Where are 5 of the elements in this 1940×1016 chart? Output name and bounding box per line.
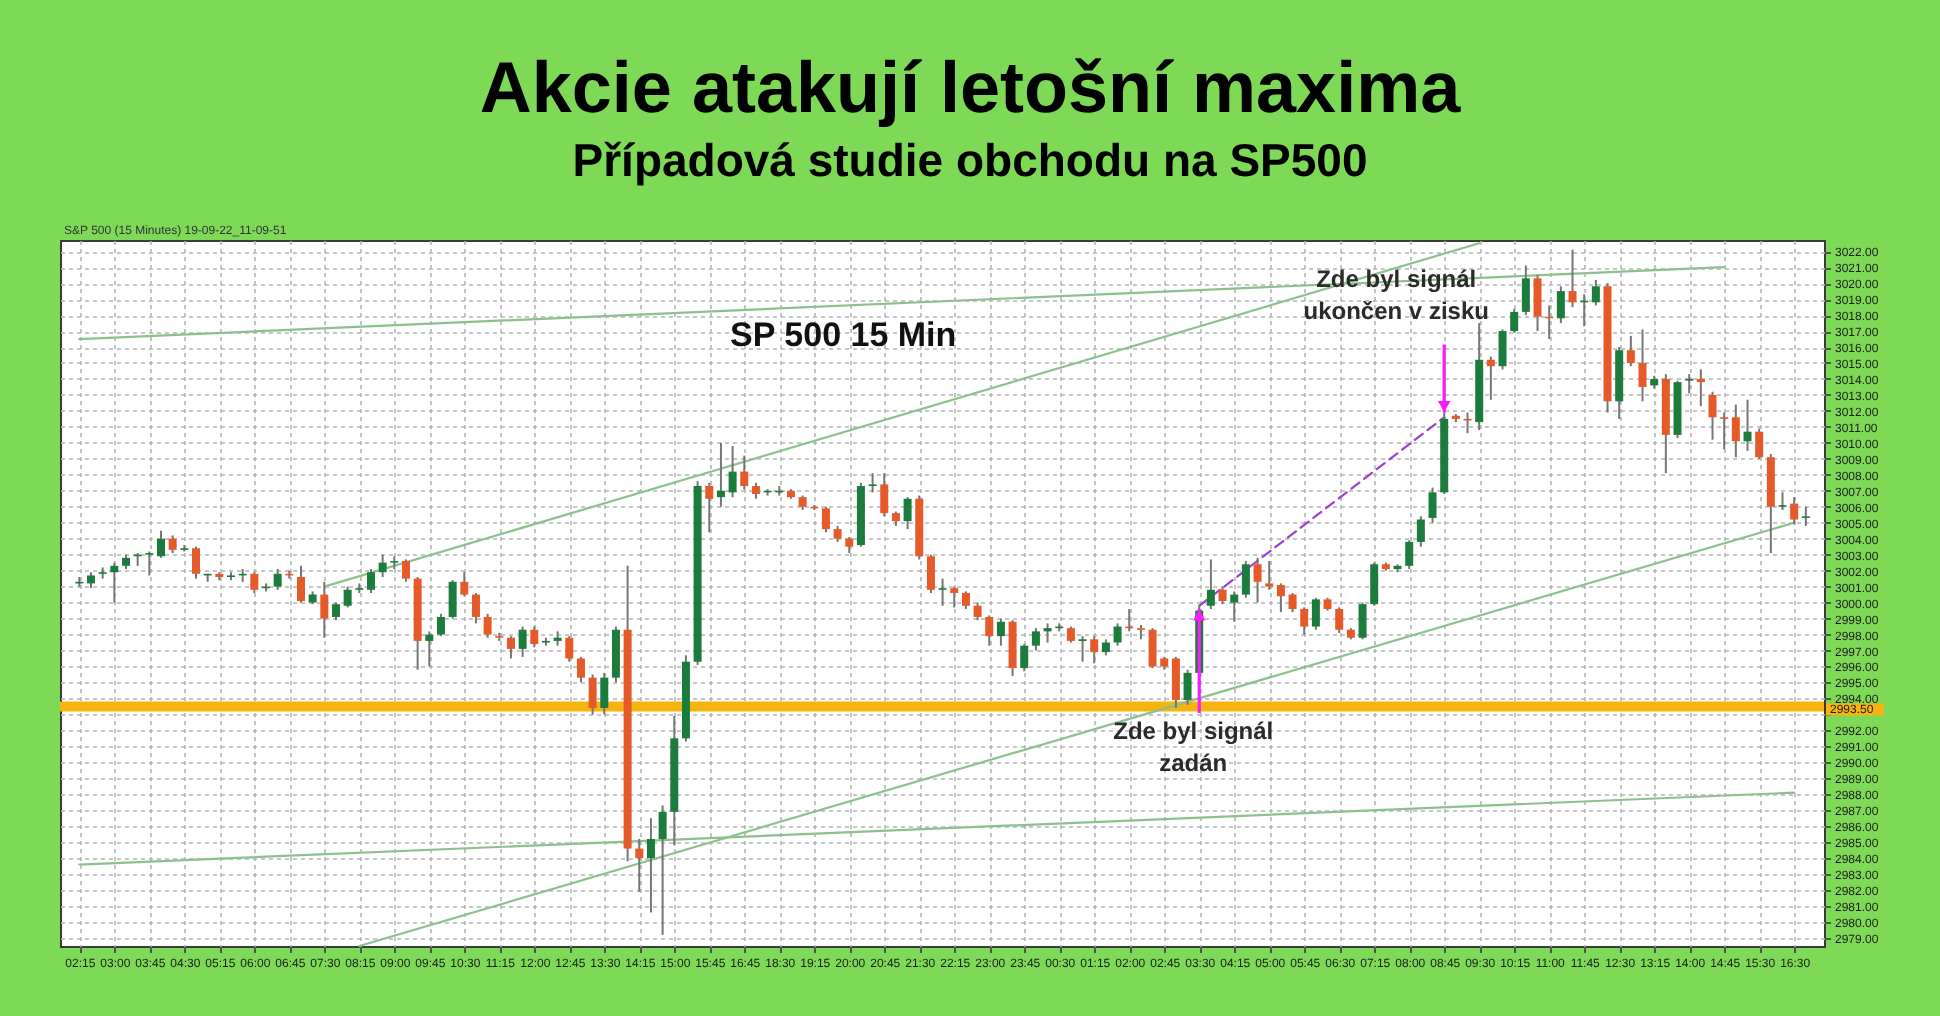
annotation: Zde byl signál zadán bbox=[1113, 716, 1274, 777]
chart-subtitle: Případová studie obchodu na SP500 bbox=[572, 134, 1368, 186]
chart-title: Akcie atakují letošní maxima bbox=[479, 46, 1463, 128]
annotation: Zde byl signál ukončen v zisku bbox=[1303, 264, 1489, 325]
annotation: SP 500 15 Min bbox=[730, 316, 957, 355]
